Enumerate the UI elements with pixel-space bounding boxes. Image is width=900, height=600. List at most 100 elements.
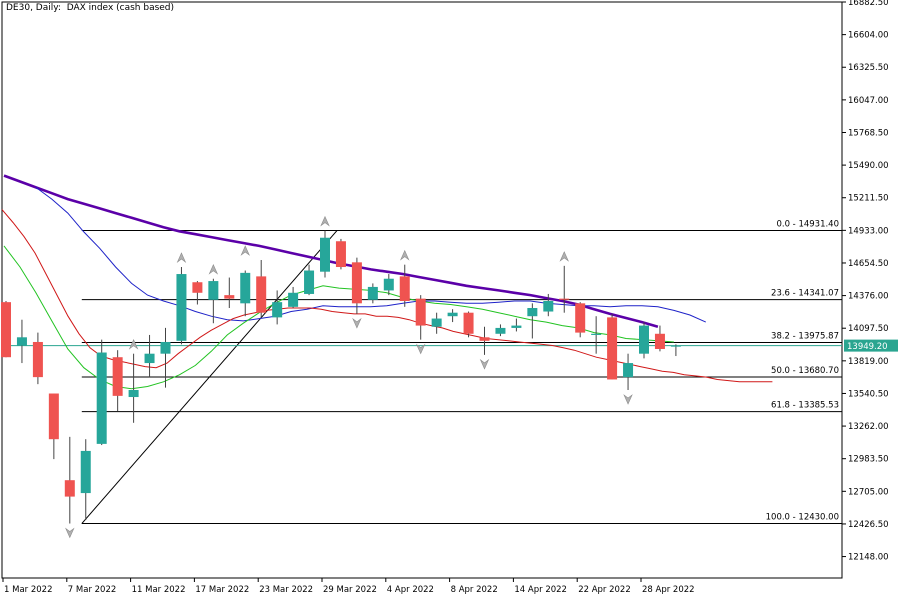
candle-bull — [16, 337, 27, 346]
candle-bear — [399, 276, 410, 301]
candle-bear — [415, 298, 426, 326]
y-tick-label: 14376.00 — [848, 292, 889, 302]
candle-bull — [527, 308, 538, 317]
candle-bear — [351, 262, 362, 304]
candle-bear — [575, 303, 586, 333]
price-label: 13949.20 — [847, 342, 888, 352]
x-tick-label: 1 Mar 2022 — [4, 585, 52, 595]
candle-bear — [112, 357, 123, 396]
fib-level-label: 23.6 - 14341.07 — [771, 289, 839, 299]
moving-average-blue — [35, 186, 707, 323]
fractal-arrow-down — [415, 343, 426, 355]
candle-bull — [320, 237, 330, 272]
y-tick-label: 16604.00 — [848, 31, 889, 41]
y-tick-label: 15490.00 — [848, 161, 889, 171]
candle-bear — [479, 337, 490, 341]
instrument-name: DAX index (cash based) — [66, 3, 175, 13]
x-tick-label: 8 Apr 2022 — [451, 585, 498, 595]
candle-bull — [80, 450, 91, 494]
candle-bull — [176, 274, 187, 341]
candle-bear — [335, 241, 346, 268]
candle-bull — [304, 270, 315, 294]
candle-bear — [256, 276, 267, 313]
candle-bear — [1, 302, 11, 358]
candle-bull — [367, 286, 378, 300]
candle-bull — [639, 325, 649, 354]
x-tick-label: 22 Apr 2022 — [578, 585, 631, 595]
fractal-arrow-down — [479, 358, 490, 370]
y-tick-label: 14933.00 — [848, 226, 889, 236]
x-tick-label: 17 Mar 2022 — [195, 585, 249, 595]
candle-bull — [208, 281, 219, 300]
y-tick-label: 14097.50 — [848, 324, 889, 334]
y-tick-label: 15211.50 — [848, 194, 889, 204]
candle-bull — [288, 292, 299, 307]
candle-bull — [623, 363, 634, 378]
x-tick-label: 11 Mar 2022 — [132, 585, 186, 595]
fractal-arrow-up — [240, 245, 250, 256]
fractal-arrow-up — [320, 215, 330, 227]
y-tick-label: 15768.50 — [848, 128, 889, 138]
fractal-arrow-up — [400, 249, 410, 261]
symbol-label: DE30, Daily: — [6, 3, 61, 13]
y-tick-label: 16325.50 — [848, 63, 889, 73]
x-tick-label: 29 Mar 2022 — [323, 585, 377, 595]
candle-bull — [240, 272, 251, 304]
x-tick-label: 4 Apr 2022 — [387, 585, 434, 595]
candle-bull — [511, 325, 522, 328]
y-tick-label: 12426.50 — [848, 520, 889, 530]
price-label-box — [844, 339, 898, 352]
y-tick-label: 14654.50 — [848, 259, 889, 269]
fib-level-label: 100.0 - 12430.00 — [766, 513, 839, 523]
candle-bull — [272, 302, 283, 318]
candle-bear — [607, 317, 618, 380]
y-tick-label: 13540.50 — [848, 389, 889, 399]
plot-frame — [1, 1, 843, 579]
fib-level-label: 61.8 - 13385.53 — [771, 401, 839, 411]
candle-bull — [591, 333, 602, 335]
moving-average-purple — [3, 174, 659, 329]
candle-bull — [543, 300, 554, 312]
candle-bull — [495, 327, 506, 334]
candle-bull — [383, 278, 394, 291]
moving-average-red — [1, 209, 773, 383]
candle-bull — [160, 341, 171, 354]
fractal-arrow-up — [208, 263, 219, 275]
fractal-arrow-up — [559, 251, 569, 262]
candle-bull — [447, 312, 458, 317]
x-tick-label: 28 Apr 2022 — [642, 585, 695, 595]
x-tick-label: 14 Apr 2022 — [514, 585, 567, 595]
fractal-arrow-down — [65, 527, 75, 539]
candle-bull — [128, 390, 139, 398]
candle-bear — [64, 480, 75, 497]
y-tick-label: 13262.00 — [848, 422, 889, 432]
chart-header: DE30, Daily: DAX index (cash based) — [6, 3, 174, 13]
fib-level-label: 0.0 - 14931.40 — [776, 220, 839, 230]
candle-bear — [48, 393, 59, 440]
fib-level-label: 50.0 - 13680.70 — [771, 366, 839, 376]
candle-bear — [463, 312, 474, 334]
candle-bull — [670, 345, 681, 347]
candle-bear — [192, 282, 203, 293]
x-tick-label: 7 Mar 2022 — [68, 585, 116, 595]
trend-line — [81, 230, 338, 524]
candle-bear — [224, 295, 235, 299]
y-tick-label: 16882.50 — [848, 0, 889, 8]
candle-bear — [654, 333, 665, 350]
y-tick-label: 12983.50 — [848, 455, 889, 465]
candle-bull — [96, 352, 107, 444]
candle-bear — [32, 341, 43, 378]
y-tick-label: 13819.00 — [848, 357, 889, 367]
fractal-arrow-up — [128, 338, 139, 350]
candle-bull — [144, 353, 155, 364]
y-tick-label: 12148.00 — [848, 553, 889, 563]
fractal-arrow-down — [623, 394, 633, 405]
fractal-arrow-down — [352, 317, 362, 329]
y-tick-label: 12705.00 — [848, 487, 889, 497]
fib-level-label: 38.2 - 13975.87 — [771, 331, 839, 341]
candle-bull — [431, 318, 442, 327]
y-tick-label: 16047.00 — [848, 96, 889, 106]
x-tick-label: 23 Mar 2022 — [259, 585, 313, 595]
